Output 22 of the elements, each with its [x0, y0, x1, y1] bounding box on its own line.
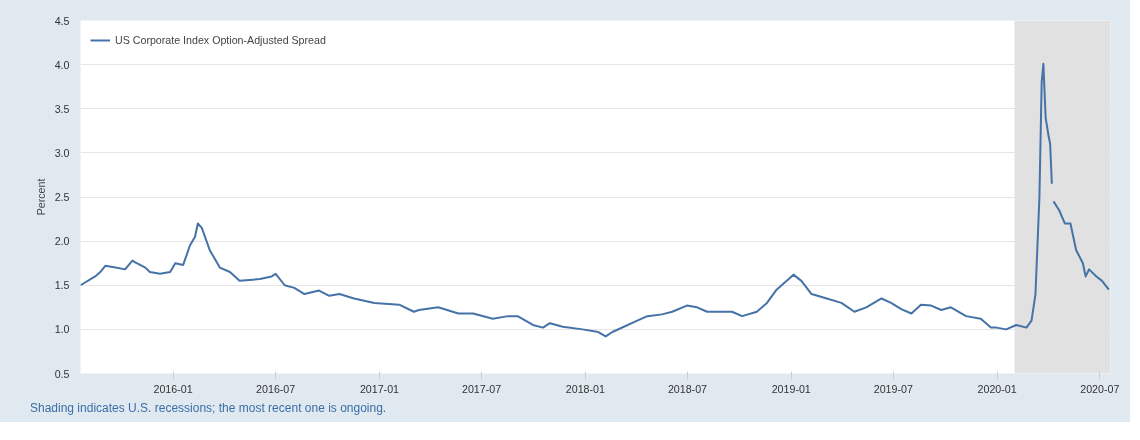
y-tick-label: 2.5 — [54, 191, 70, 203]
x-tick-label: 2017-01 — [359, 382, 400, 395]
x-tick-label: 2020-07 — [1080, 382, 1120, 395]
x-tick-label: 2018-01 — [565, 382, 605, 395]
y-tick-label: 3.5 — [54, 102, 70, 115]
y-tick-label: 1.0 — [54, 323, 70, 336]
x-tick-label: 2019-07 — [873, 382, 913, 395]
x-tick-label: 2017-07 — [462, 382, 502, 395]
text: Shading indicates U.S. recessions; the most recent one is ongoing. — [30, 400, 387, 417]
legend-label: US Corporate Index Option-Adjusted Spread — [115, 34, 326, 46]
y-tick-label: 0.5 — [54, 367, 70, 380]
x-tick-label: 2018-07 — [667, 382, 708, 395]
y-tick-label: 2.0 — [54, 235, 70, 248]
y-tick-label: 1.5 — [54, 279, 70, 292]
y-tick-label: 4.0 — [54, 58, 70, 71]
y-tick-label: 4.5 — [54, 14, 70, 27]
y-tick-label: 3.0 — [54, 146, 70, 159]
x-tick-label: 2016-07 — [256, 382, 296, 395]
x-tick-label: 2016-01 — [153, 382, 193, 395]
x-tick-label: 2019-01 — [771, 382, 811, 395]
x-tick-label: 2020-01 — [977, 382, 1017, 395]
y-axis-title: Percent — [34, 178, 47, 216]
